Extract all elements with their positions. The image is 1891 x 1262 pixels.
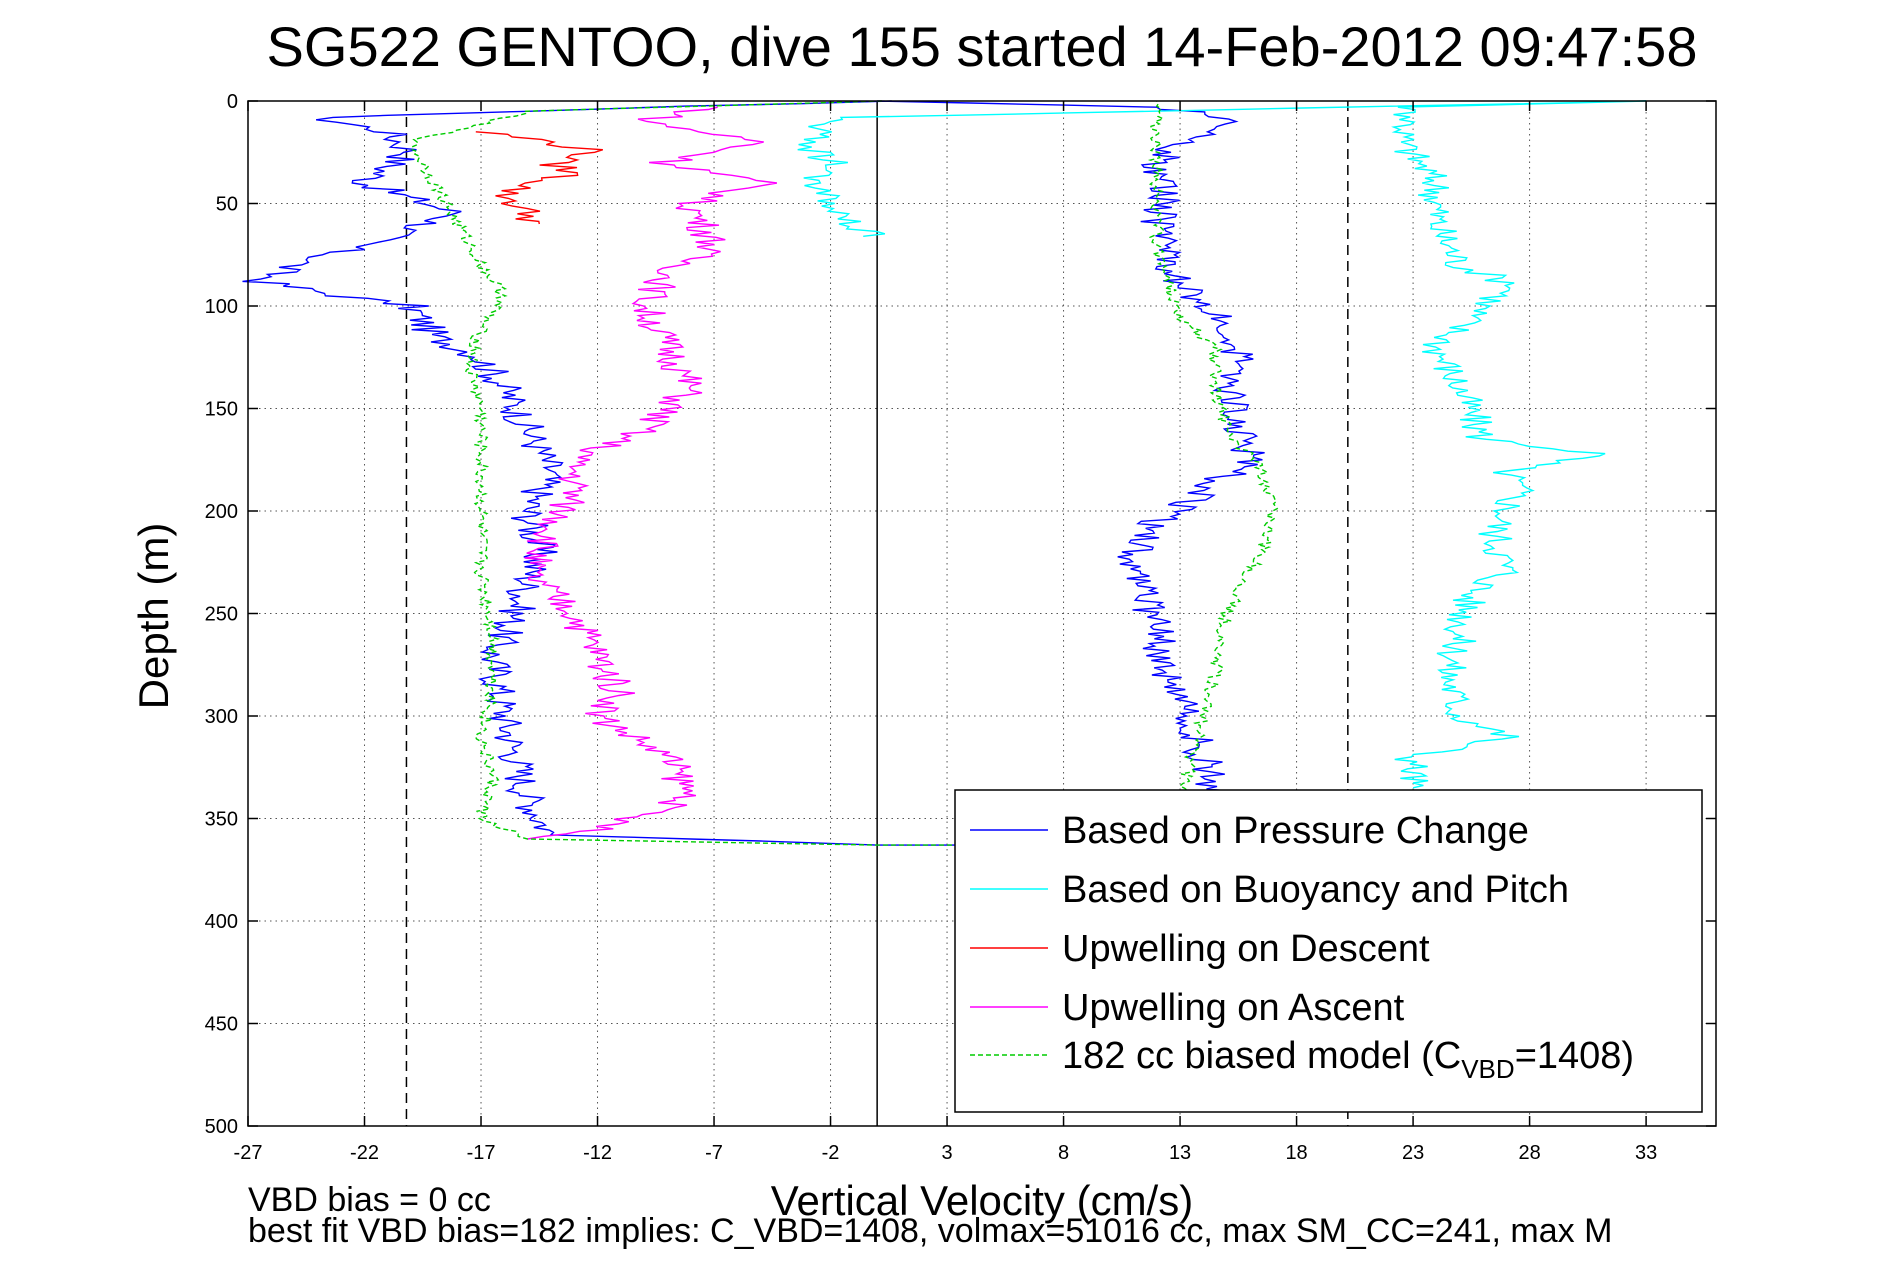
y-tick-label: 100 (205, 296, 238, 318)
legend-box (954, 789, 1703, 1113)
y-tick-label: 50 (216, 194, 238, 216)
series-line-2 (475, 131, 604, 225)
x-tick-label: -17 (467, 1142, 496, 1164)
x-tick-label: -2 (822, 1142, 840, 1164)
x-tick-labels: -27 -22 -17 -12 -7 -2 3 8 13 18 23 28 33 (234, 101, 1657, 1164)
legend-label: 182 cc biased model (CVBD=1408) (1062, 1035, 1634, 1084)
y-tick-label: 350 (205, 809, 238, 831)
chart-title: SG522 GENTOO, dive 155 started 14-Feb-20… (267, 15, 1698, 78)
x-tick-label: 23 (1402, 1142, 1424, 1164)
x-tick-label: -27 (234, 1142, 263, 1164)
x-tick-label: -22 (350, 1142, 379, 1164)
legend-entries: Based on Pressure Change Based on Buoyanc… (970, 810, 1634, 1084)
y-tick-label: 0 (227, 91, 238, 113)
x-tick-label: 8 (1058, 1142, 1069, 1164)
y-tick-label: 300 (205, 706, 238, 728)
legend-label: Upwelling on Ascent (1062, 987, 1405, 1029)
y-tick-label: 200 (205, 501, 238, 523)
x-tick-label: 3 (941, 1142, 952, 1164)
legend-label: Based on Pressure Change (1062, 810, 1529, 852)
legend-label: Upwelling on Descent (1062, 928, 1430, 970)
series-line-1 (797, 100, 1647, 789)
series-layer (242, 100, 1647, 846)
series-line-3 (524, 106, 778, 840)
y-tick-label: 250 (205, 604, 238, 626)
legend-label: Based on Buoyancy and Pitch (1062, 869, 1569, 911)
x-tick-label: -7 (705, 1142, 723, 1164)
y-axis-label: Depth (m) (130, 523, 177, 710)
y-tick-label: 450 (205, 1014, 238, 1036)
y-tick-labels: 0 50 100 150 200 250 300 350 400 450 500 (205, 91, 1716, 1138)
x-tick-label: 33 (1635, 1142, 1657, 1164)
y-tick-label: 400 (205, 911, 238, 933)
x-tick-label: 18 (1285, 1142, 1307, 1164)
series-line-0 (242, 100, 1265, 846)
grid-layer (247, 100, 1716, 1127)
footnote-vbd-bias: VBD bias = 0 cc (248, 1181, 491, 1219)
x-tick-label: 28 (1518, 1142, 1540, 1164)
x-tick-label: 13 (1169, 1142, 1191, 1164)
x-tick-label: -12 (583, 1142, 612, 1164)
y-tick-label: 500 (205, 1116, 238, 1138)
legend: Based on Pressure Change Based on Buoyanc… (954, 789, 1703, 1113)
footnote-best-fit: best fit VBD bias=182 implies: C_VBD=140… (248, 1212, 1612, 1250)
y-tick-label: 150 (205, 399, 238, 421)
x-axis-label: Vertical Velocity (cm/s) (771, 1177, 1193, 1224)
